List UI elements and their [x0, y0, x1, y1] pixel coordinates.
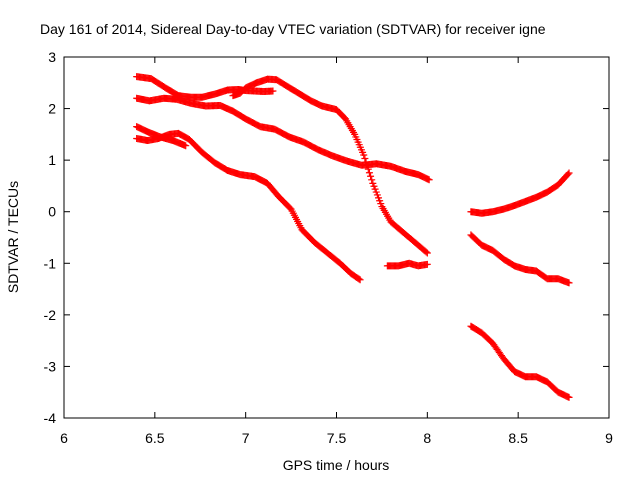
data-point	[360, 151, 368, 159]
x-tick-label: 8	[423, 430, 431, 446]
y-tick-label: -4	[44, 410, 57, 426]
x-tick-labels: 6 6.5 7 7.5 8 8.5 9	[60, 430, 613, 446]
data-point	[367, 172, 375, 180]
y-tick-label: -2	[44, 307, 57, 323]
x-tick-label: 7	[242, 430, 250, 446]
y-tick-labels: -4 -3 -2 -1 0 1 2 3	[44, 49, 57, 426]
series-track-6	[383, 259, 431, 270]
x-tick-label: 6.5	[145, 430, 165, 446]
data-point	[565, 393, 573, 401]
y-tick-label: 2	[48, 101, 56, 117]
y-tick-label: -3	[44, 358, 57, 374]
data-point	[355, 275, 363, 283]
data-point	[365, 169, 373, 177]
y-axis-label: SDTVAR / TECUs	[5, 181, 21, 293]
data-point	[368, 176, 376, 184]
data-point	[564, 170, 572, 178]
data-point	[356, 276, 364, 284]
plot-frame	[63, 56, 610, 419]
x-tick-label: 6	[60, 430, 68, 446]
y-tick-label: 0	[48, 204, 56, 220]
data-point	[423, 260, 431, 268]
series-track-7	[467, 169, 573, 217]
y-tick-label: 1	[48, 152, 56, 168]
series-track-8	[467, 231, 573, 287]
data-point	[422, 248, 430, 256]
series-track-5	[133, 129, 364, 284]
data-point	[565, 169, 573, 177]
data-point	[423, 249, 431, 257]
y-tick-label: 3	[48, 49, 56, 65]
data-point	[182, 142, 190, 150]
data-markers	[133, 73, 573, 401]
data-point	[269, 87, 277, 95]
x-axis-label: GPS time / hours	[283, 457, 390, 473]
series-track-3	[133, 94, 433, 184]
data-point	[361, 155, 369, 163]
series-track-9	[467, 322, 573, 401]
x-tick-label: 8.5	[508, 430, 528, 446]
chart-title: Day 161 of 2014, Sidereal Day-to-day VTE…	[40, 21, 546, 37]
y-tick-label: -1	[44, 255, 57, 271]
data-point	[425, 176, 433, 184]
data-point	[565, 279, 573, 287]
x-tick-label: 9	[605, 430, 613, 446]
x-tick-label: 7.5	[327, 430, 347, 446]
series-track-2	[229, 75, 431, 257]
